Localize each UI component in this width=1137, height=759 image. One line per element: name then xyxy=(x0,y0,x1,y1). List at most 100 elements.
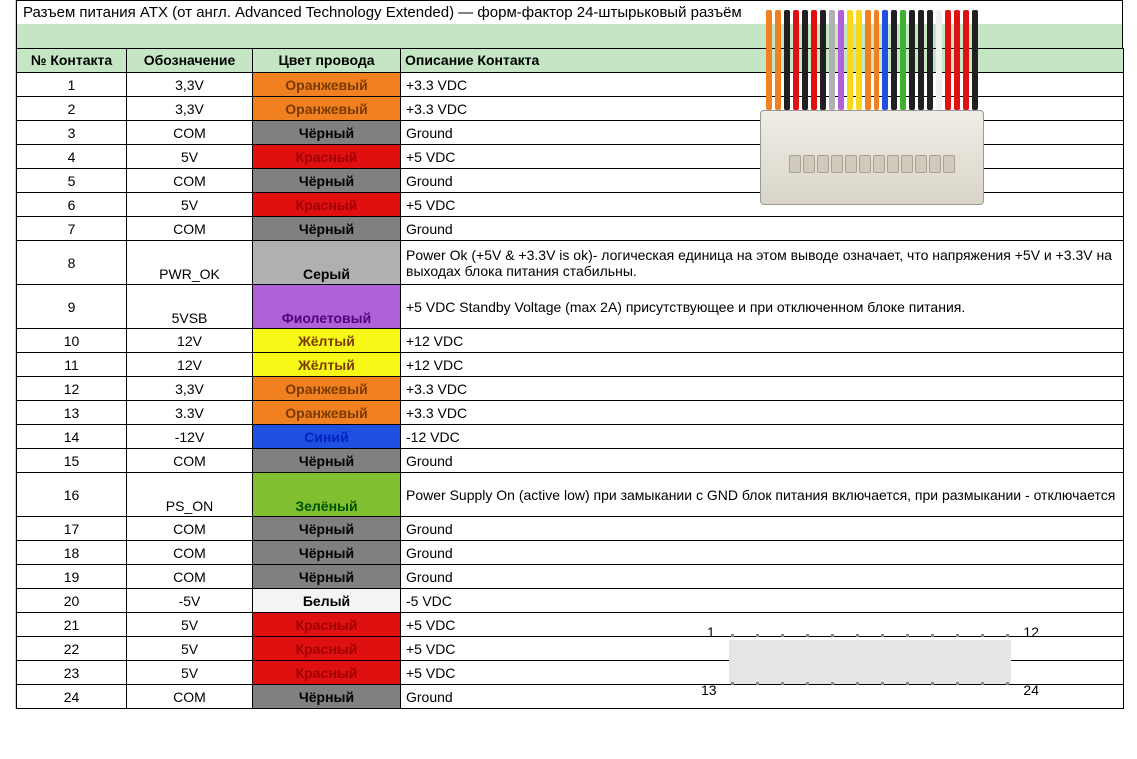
diagram-label-24: 24 xyxy=(1023,682,1039,698)
cell-color: Оранжевый xyxy=(253,73,401,97)
table-row: 19COMЧёрныйGround xyxy=(17,565,1124,589)
cell-designation: 5V xyxy=(127,193,253,217)
wire xyxy=(766,10,772,110)
wire xyxy=(847,10,853,110)
plug-pin xyxy=(901,155,913,173)
diagram-dot xyxy=(856,682,859,685)
cell-designation: COM xyxy=(127,217,253,241)
cell-designation: PS_ON xyxy=(127,473,253,517)
cell-color: Чёрный xyxy=(253,685,401,709)
cell-color: Красный xyxy=(253,193,401,217)
cell-contact: 19 xyxy=(17,565,127,589)
table-row: 123,3VОранжевый+3.3 VDC xyxy=(17,377,1124,401)
cell-contact: 5 xyxy=(17,169,127,193)
connector-wires xyxy=(742,10,1002,110)
wire xyxy=(900,10,906,110)
table-row: 1012VЖёлтый+12 VDC xyxy=(17,329,1124,353)
cell-description: Ground xyxy=(401,217,1124,241)
wire xyxy=(802,10,808,110)
cell-color: Оранжевый xyxy=(253,401,401,425)
wire xyxy=(793,10,799,110)
diagram-dot xyxy=(806,634,809,637)
wire xyxy=(909,10,915,110)
diagram-dot xyxy=(981,634,984,637)
table-row: 18COMЧёрныйGround xyxy=(17,541,1124,565)
cell-contact: 20 xyxy=(17,589,127,613)
diagram-dot xyxy=(756,682,759,685)
diagram-dot xyxy=(806,682,809,685)
table-row: 15COMЧёрныйGround xyxy=(17,449,1124,473)
wire xyxy=(918,10,924,110)
cell-color: Белый xyxy=(253,589,401,613)
diagram-dot xyxy=(906,682,909,685)
plug-pin xyxy=(831,155,843,173)
diagram-dot xyxy=(981,682,984,685)
diagram-dot xyxy=(906,634,909,637)
cell-color: Синий xyxy=(253,425,401,449)
diagram-dot xyxy=(856,634,859,637)
cell-contact: 2 xyxy=(17,97,127,121)
diagram-dot xyxy=(931,682,934,685)
plug-pin xyxy=(887,155,899,173)
cell-designation: -5V xyxy=(127,589,253,613)
wire xyxy=(936,10,942,110)
cell-color: Красный xyxy=(253,661,401,685)
wire xyxy=(775,10,781,110)
header-designation: Обозначение xyxy=(127,49,253,73)
wire xyxy=(811,10,817,110)
cell-color: Жёлтый xyxy=(253,329,401,353)
cell-contact: 3 xyxy=(17,121,127,145)
cell-contact: 7 xyxy=(17,217,127,241)
cell-description: +5 VDC Standby Voltage (max 2A) присутст… xyxy=(401,285,1124,329)
diagram-dot xyxy=(756,634,759,637)
spreadsheet-sheet: Разъем питания ATX (от англ. Advanced Te… xyxy=(0,0,1137,709)
plug-pin xyxy=(943,155,955,173)
diagram-dots-bottom xyxy=(731,682,1009,685)
cell-contact: 12 xyxy=(17,377,127,401)
cell-description: +12 VDC xyxy=(401,353,1124,377)
table-row: 7COMЧёрныйGround xyxy=(17,217,1124,241)
cell-designation: 5V xyxy=(127,637,253,661)
cell-color: Чёрный xyxy=(253,449,401,473)
header-contact: № Контакта xyxy=(17,49,127,73)
cell-contact: 13 xyxy=(17,401,127,425)
cell-contact: 17 xyxy=(17,517,127,541)
cell-contact: 16 xyxy=(17,473,127,517)
cell-designation: COM xyxy=(127,121,253,145)
cell-designation: COM xyxy=(127,685,253,709)
cell-contact: 6 xyxy=(17,193,127,217)
cell-contact: 1 xyxy=(17,73,127,97)
wire xyxy=(927,10,933,110)
wire xyxy=(891,10,897,110)
wire xyxy=(829,10,835,110)
table-row: 17COMЧёрныйGround xyxy=(17,517,1124,541)
cell-color: Чёрный xyxy=(253,541,401,565)
diagram-dot xyxy=(1006,634,1009,637)
cell-contact: 11 xyxy=(17,353,127,377)
wire xyxy=(945,10,951,110)
cell-designation: 5V xyxy=(127,613,253,637)
cell-color: Оранжевый xyxy=(253,377,401,401)
plug-pin xyxy=(929,155,941,173)
wire xyxy=(784,10,790,110)
diagram-dot xyxy=(731,682,734,685)
cell-color: Красный xyxy=(253,637,401,661)
plug-pin xyxy=(789,155,801,173)
diagram-label-12: 12 xyxy=(1023,624,1039,640)
cell-contact: 4 xyxy=(17,145,127,169)
plug-pin xyxy=(817,155,829,173)
cell-color: Жёлтый xyxy=(253,353,401,377)
diagram-dot xyxy=(731,634,734,637)
wire xyxy=(954,10,960,110)
cell-color: Чёрный xyxy=(253,217,401,241)
cell-color: Фиолетовый xyxy=(253,285,401,329)
diagram-dot xyxy=(881,682,884,685)
wire xyxy=(972,10,978,110)
cell-designation: -12V xyxy=(127,425,253,449)
cell-description: -5 VDC xyxy=(401,589,1124,613)
table-row: 133.3VОранжевый+3.3 VDC xyxy=(17,401,1124,425)
cell-contact: 14 xyxy=(17,425,127,449)
plug-pin xyxy=(845,155,857,173)
cell-color: Чёрный xyxy=(253,565,401,589)
plug-pin xyxy=(859,155,871,173)
